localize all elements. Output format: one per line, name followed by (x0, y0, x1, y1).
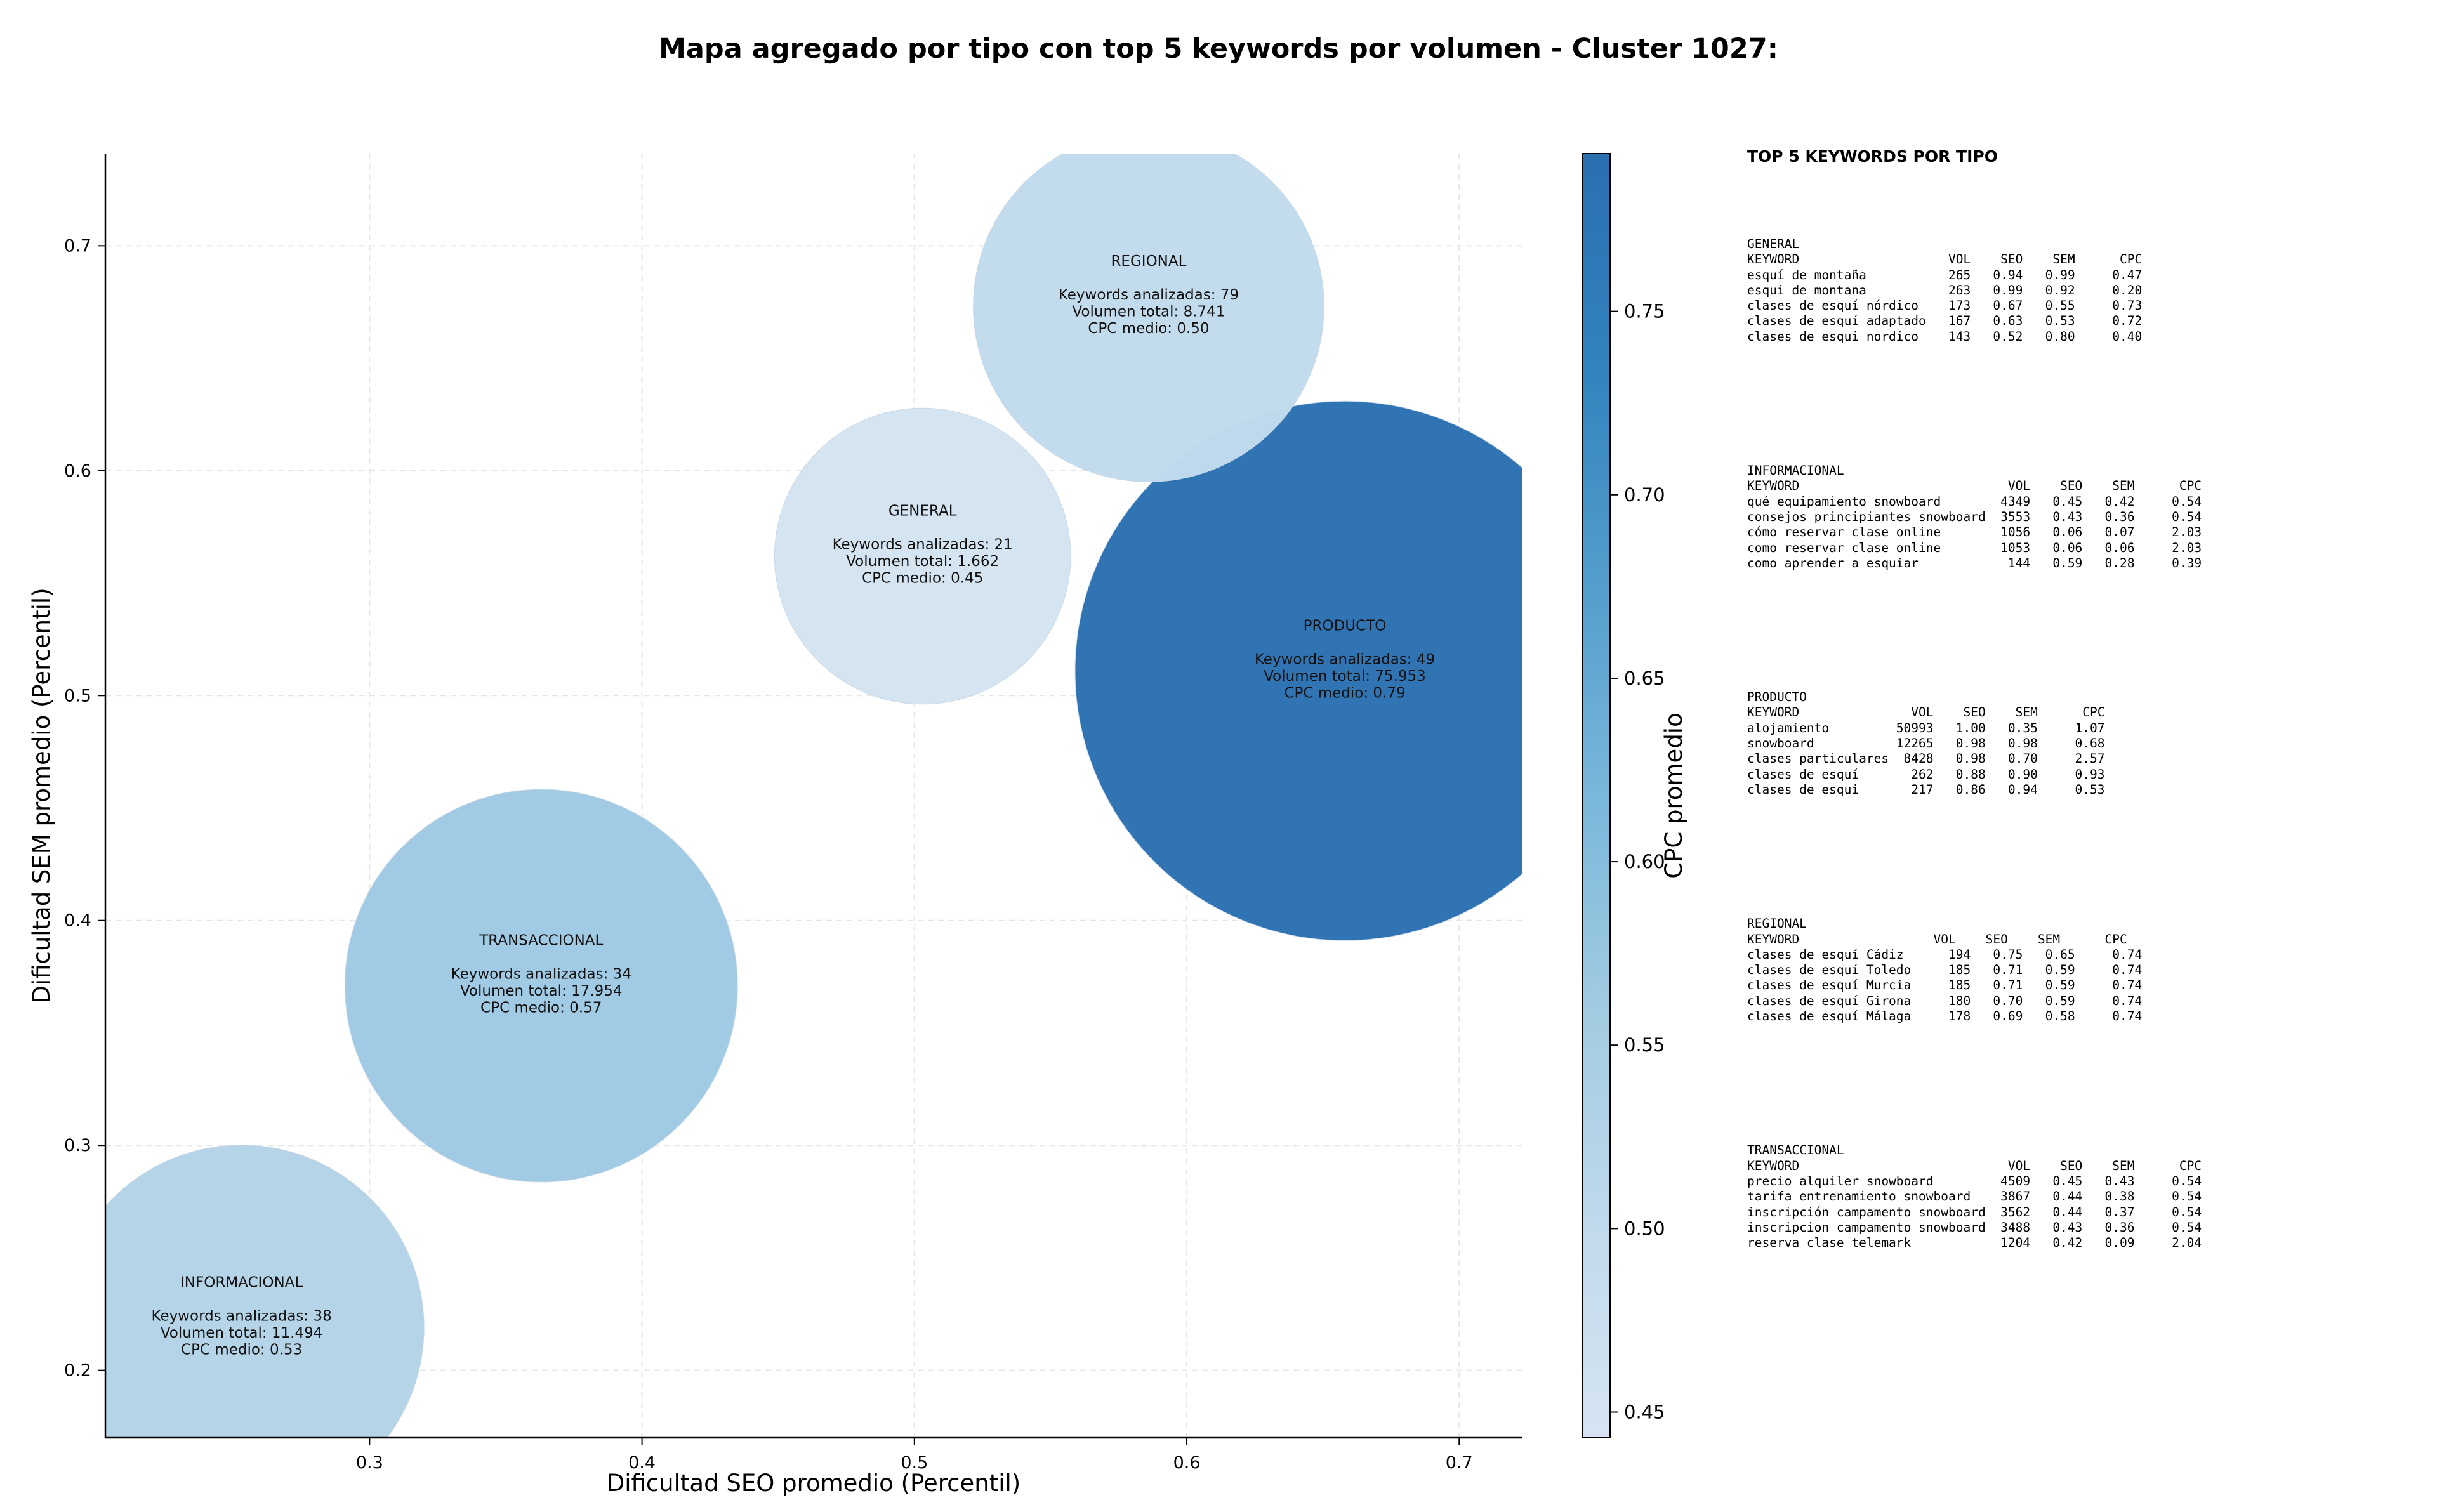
bubble-label-producto: Keywords analizadas: 49 (1255, 651, 1435, 667)
y-tick-label: 0.4 (64, 911, 91, 931)
bubble-label-producto: CPC medio: 0.79 (1284, 685, 1405, 701)
x-tick-label: 0.6 (1173, 1453, 1201, 1473)
bubble-label-informacional: Volumen total: 11.494 (161, 1325, 323, 1341)
keywords-table-heading: TOP 5 KEYWORDS POR TIPO (1747, 147, 1998, 166)
colorbar: 0.45 0.50 0.55 0.60 0.65 0.70 0.75 CPC promedio (1582, 153, 1687, 1438)
y-axis-label: Dificultad SEM promedio (Percentil) (28, 588, 55, 1003)
colorbar-tick-label: 0.55 (1624, 1034, 1665, 1056)
keywords-block-transaccional: TRANSACCIONAL KEYWORD VOL SEO SEM CPC pr… (1747, 1143, 2202, 1251)
bubble-informacional (105, 1145, 425, 1438)
colorbar-gradient (1582, 153, 1611, 1438)
bubble-label-producto: Volumen total: 75.953 (1264, 668, 1426, 685)
keywords-block-informacional: INFORMACIONAL KEYWORD VOL SEO SEM CPC qu… (1747, 463, 2202, 570)
bubble-label-general: Keywords analizadas: 21 (833, 536, 1013, 553)
bubble-label-regional: Volumen total: 8.741 (1072, 304, 1225, 320)
x-tick-label: 0.5 (901, 1453, 928, 1473)
axes: 0.3 0.4 0.5 0.6 0.7 0.2 0.3 0.4 0.5 0.6 0.7 Dificul… (28, 154, 1522, 1497)
colorbar-tick-label: 0.50 (1624, 1218, 1665, 1239)
bubble-label-regional: REGIONAL (1111, 253, 1186, 270)
bubble-label-general: CPC medio: 0.45 (862, 570, 983, 586)
chart-title: Mapa agregado por tipo con top 5 keyword… (659, 33, 1778, 65)
y-tick-label: 0.2 (64, 1361, 91, 1381)
bubble-transaccional (344, 789, 738, 1183)
x-axis-label: Dificultad SEO promedio (Percentil) (607, 1469, 1020, 1497)
keywords-block-producto: PRODUCTO KEYWORD VOL SEO SEM CPC alojami… (1747, 690, 2105, 797)
keywords-block-general: GENERAL KEYWORD VOL SEO SEM CPC esquí de… (1747, 237, 2143, 344)
bubble-label-transaccional: TRANSACCIONAL (479, 933, 603, 949)
bubble-label-general: Volumen total: 1.662 (846, 553, 999, 570)
bubble-general (774, 407, 1071, 705)
bubble-producto (1074, 400, 1522, 941)
y-tick-label: 0.7 (64, 236, 91, 256)
colorbar-tick-label: 0.45 (1624, 1402, 1665, 1423)
bubble-label-transaccional: Keywords analizadas: 34 (451, 966, 631, 983)
x-tick-label: 0.3 (356, 1453, 383, 1473)
bubble-regional (973, 154, 1324, 482)
bubble-label-regional: Keywords analizadas: 79 (1059, 287, 1239, 303)
y-tick-label: 0.5 (64, 686, 91, 706)
bubble-label-informacional: CPC medio: 0.53 (181, 1341, 302, 1358)
colorbar-tick-label: 0.75 (1624, 301, 1665, 322)
colorbar-tick-label: 0.60 (1624, 851, 1665, 872)
y-tick-label: 0.6 (64, 461, 91, 481)
x-tick-label: 0.7 (1446, 1453, 1473, 1473)
y-tick-label: 0.3 (64, 1136, 91, 1155)
bubble-label-general: GENERAL (888, 503, 957, 519)
bubble-label-informacional: Keywords analizadas: 38 (151, 1308, 331, 1324)
bubble-label-transaccional: CPC medio: 0.57 (480, 1000, 602, 1016)
bubble-label-informacional: INFORMACIONAL (180, 1274, 303, 1291)
keywords-block-regional: REGIONAL KEYWORD VOL SEO SEM CPC clases … (1747, 916, 2143, 1024)
colorbar-tick-label: 0.70 (1624, 484, 1665, 506)
bubble-label-transaccional: Volumen total: 17.954 (460, 983, 623, 999)
colorbar-label: CPC promedio (1660, 713, 1687, 878)
bubble-label-producto: PRODUCTO (1304, 617, 1387, 634)
x-tick-label: 0.4 (628, 1453, 656, 1473)
colorbar-tick-label: 0.65 (1624, 667, 1665, 689)
bubble-label-regional: CPC medio: 0.50 (1088, 320, 1209, 337)
keywords-table-panel: TOP 5 KEYWORDS POR TIPO GENERAL KEYWORD … (1747, 147, 2420, 1369)
